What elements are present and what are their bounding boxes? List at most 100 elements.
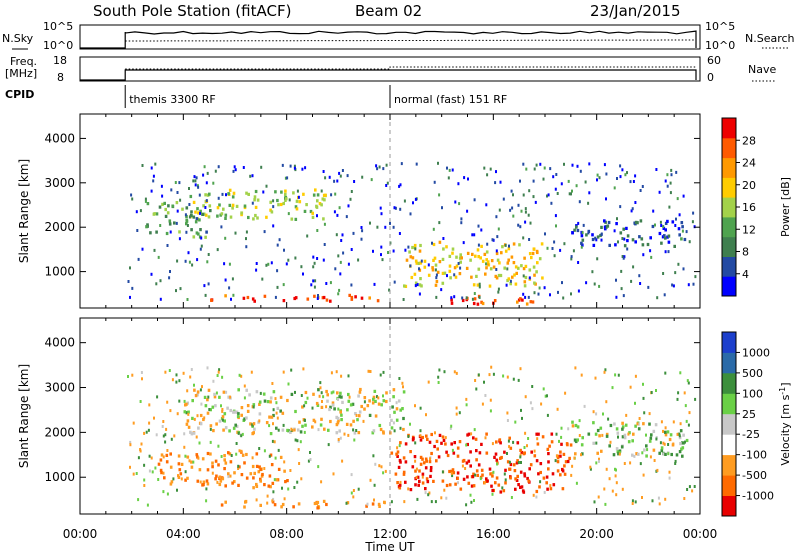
data-cell <box>376 225 379 229</box>
data-cell <box>407 245 410 249</box>
colorbar-swatch <box>722 495 736 517</box>
data-cell <box>263 483 266 487</box>
data-cell <box>461 464 464 468</box>
data-cell <box>235 204 239 208</box>
data-cell <box>337 292 340 296</box>
data-cell <box>533 291 536 295</box>
data-cell <box>478 295 481 299</box>
data-cell <box>662 225 665 228</box>
data-cell <box>328 407 331 412</box>
data-cell <box>210 298 213 302</box>
data-cell <box>155 433 158 437</box>
data-cell <box>676 432 679 436</box>
data-cell <box>663 442 666 446</box>
data-cell <box>390 500 393 504</box>
data-cell <box>643 411 646 415</box>
data-cell <box>556 460 560 464</box>
data-cell <box>529 300 533 304</box>
data-cell <box>666 173 669 177</box>
data-cell <box>141 247 144 251</box>
data-cell <box>568 456 571 460</box>
data-cell <box>178 181 181 185</box>
data-cell <box>293 486 296 489</box>
data-cell <box>338 395 341 399</box>
data-cell <box>577 289 580 293</box>
data-cell <box>550 440 554 444</box>
data-cell <box>245 388 248 392</box>
data-cell <box>354 295 357 299</box>
colorbar-swatch <box>722 236 736 257</box>
data-cell <box>587 432 591 436</box>
data-cell <box>605 197 607 201</box>
data-cell <box>377 402 381 406</box>
data-cell <box>629 461 632 465</box>
data-cell <box>616 450 620 454</box>
data-cell <box>416 475 420 479</box>
data-cell <box>231 195 235 199</box>
y-tick-label: 3000 <box>44 381 75 395</box>
data-cell <box>196 258 199 262</box>
data-cell <box>536 442 540 446</box>
data-cell <box>504 249 508 253</box>
data-cell <box>691 220 694 224</box>
data-cell <box>675 453 679 457</box>
data-cell <box>207 253 210 256</box>
data-cell <box>555 454 558 458</box>
data-cell <box>195 435 198 439</box>
data-cell <box>218 395 221 399</box>
data-cell <box>148 403 151 407</box>
data-cell <box>304 400 308 405</box>
data-cell <box>194 394 198 398</box>
data-cell <box>203 416 206 420</box>
data-cell <box>494 452 498 456</box>
data-cell <box>633 221 636 225</box>
data-cell <box>445 483 449 488</box>
data-cell <box>186 298 189 301</box>
data-cell <box>694 397 697 401</box>
data-cell <box>555 224 557 228</box>
data-cell <box>419 406 422 410</box>
data-cell <box>274 190 277 194</box>
data-cell <box>416 283 419 287</box>
data-cell <box>272 422 274 426</box>
data-cell <box>240 434 243 438</box>
data-cell <box>407 487 410 491</box>
data-cell <box>176 259 179 263</box>
data-cell <box>249 422 252 426</box>
data-cell <box>353 438 356 442</box>
data-cell <box>191 416 194 420</box>
data-cell <box>137 498 140 502</box>
data-cell <box>218 419 222 423</box>
data-cell <box>155 212 159 216</box>
data-cell <box>346 408 349 412</box>
data-cell <box>199 209 202 213</box>
data-cell <box>198 468 202 472</box>
data-cell <box>414 469 417 473</box>
data-cell <box>256 198 260 202</box>
nsearch-trace <box>125 39 697 42</box>
data-cell <box>660 224 663 227</box>
data-cell <box>638 235 641 239</box>
data-cell <box>630 209 633 213</box>
data-cell <box>634 424 637 428</box>
data-cell <box>224 216 227 220</box>
data-cell <box>372 395 376 399</box>
data-cell <box>612 453 616 457</box>
data-cell <box>621 425 625 429</box>
data-cell <box>428 440 432 444</box>
data-cell <box>506 411 509 415</box>
data-cell <box>441 257 445 261</box>
data-cell <box>525 167 528 171</box>
data-cell <box>195 453 199 457</box>
data-cell <box>522 193 525 197</box>
data-cell <box>232 410 235 414</box>
data-cell <box>617 240 619 244</box>
data-cell <box>168 369 171 372</box>
data-cell <box>667 234 671 238</box>
data-cell <box>401 381 404 385</box>
data-cell <box>184 478 187 482</box>
data-cell <box>274 397 277 401</box>
data-cell <box>185 214 188 219</box>
data-cell <box>255 484 259 488</box>
